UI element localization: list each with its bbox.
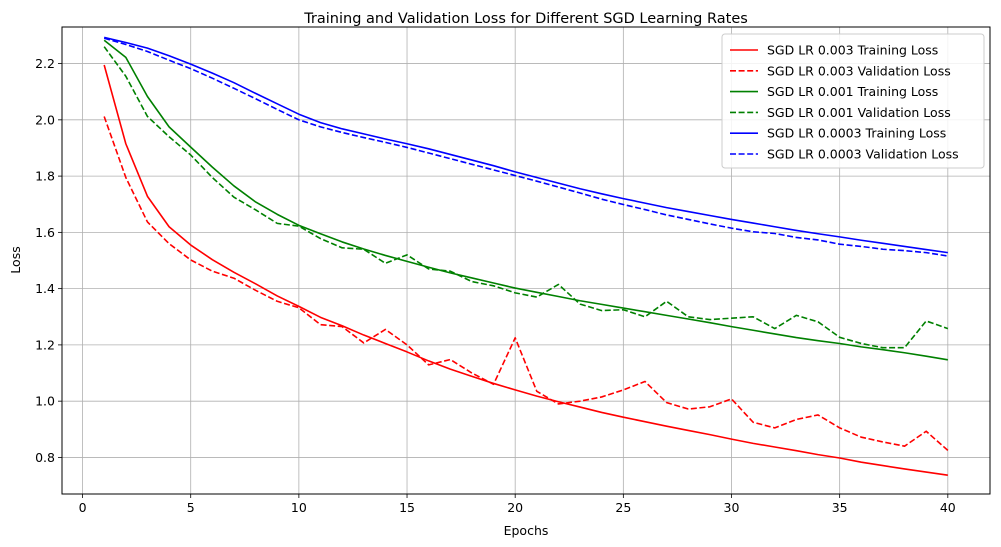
x-tick-label: 15	[399, 500, 415, 515]
x-tick-label: 30	[724, 500, 740, 515]
x-tick-label: 10	[291, 500, 307, 515]
x-tick-label: 0	[79, 500, 87, 515]
series-lines	[103, 36, 949, 476]
x-tick-label: 5	[187, 500, 195, 515]
y-tick-label: 2.0	[35, 112, 55, 127]
x-tick-label: 20	[507, 500, 523, 515]
chart-title: Training and Validation Loss for Differe…	[303, 11, 748, 27]
y-tick-label: 0.8	[35, 450, 55, 465]
y-tick-label: 1.0	[35, 394, 55, 409]
x-axis-ticks: 0 5 10 15 20 25 30 35 40	[79, 494, 956, 515]
x-tick-label: 35	[832, 500, 848, 515]
y-tick-label: 1.8	[35, 169, 55, 184]
series-line-3	[103, 46, 949, 349]
x-tick-label: 40	[940, 500, 956, 515]
y-tick-label: 2.2	[35, 56, 55, 71]
x-tick-label: 25	[615, 500, 631, 515]
series-line-2	[103, 39, 948, 361]
series-line-4	[103, 36, 948, 254]
x-axis-label: Epochs	[504, 523, 549, 538]
legend-label-0: SGD LR 0.003 Training Loss	[767, 43, 938, 58]
plot-area-frame	[61, 26, 991, 495]
series-line-0	[103, 64, 948, 476]
y-axis-label: Loss	[8, 246, 23, 273]
legend-box	[721, 33, 985, 169]
legend-label-4: SGD LR 0.0003 Training Loss	[767, 126, 946, 141]
series-line-1	[103, 116, 949, 451]
y-tick-label: 1.6	[35, 225, 55, 240]
legend-label-2: SGD LR 0.001 Training Loss	[767, 84, 938, 99]
y-tick-label: 1.4	[35, 281, 55, 296]
legend-label-5: SGD LR 0.0003 Validation Loss	[767, 147, 959, 162]
legend-label-1: SGD LR 0.003 Validation Loss	[767, 63, 951, 78]
legend-label-3: SGD LR 0.001 Validation Loss	[767, 105, 951, 120]
legend: SGD LR 0.003 Training Loss SGD LR 0.003 V…	[721, 33, 985, 169]
series-line-5	[103, 37, 948, 257]
y-tick-label: 1.2	[35, 337, 55, 352]
y-axis-ticks: 0.8 1.0 1.2 1.4 1.6 1.8 2.0 2.2	[35, 56, 62, 465]
